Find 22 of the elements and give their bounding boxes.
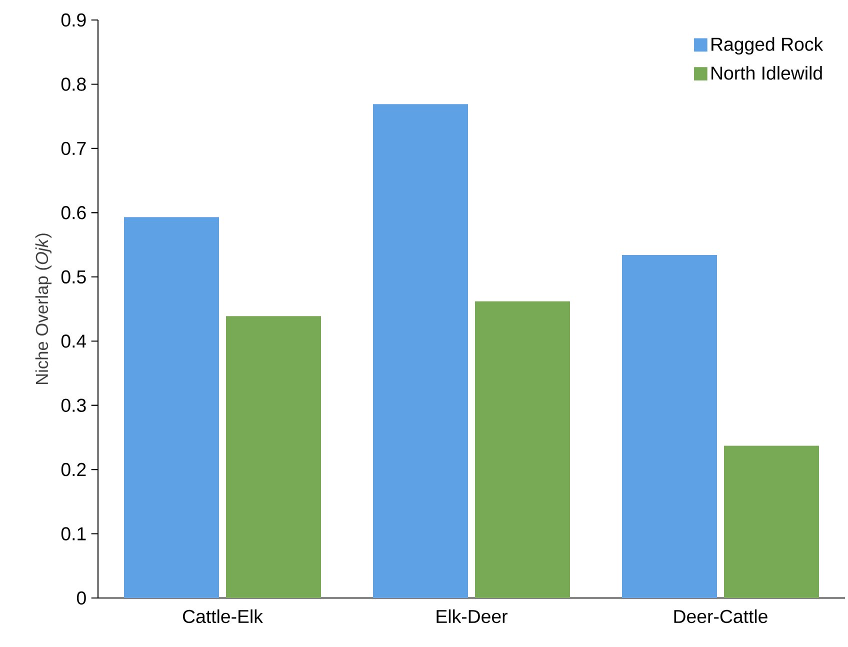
y-tick-label: 0.7 bbox=[61, 142, 86, 156]
x-tick-label: Elk-Deer bbox=[436, 609, 508, 624]
y-tick-label: 0.2 bbox=[61, 462, 86, 476]
y-tick-label: 0.6 bbox=[61, 206, 86, 220]
y-tick-label: 0.5 bbox=[61, 270, 86, 284]
bar bbox=[622, 255, 718, 598]
bar bbox=[724, 446, 820, 598]
y-tick-label: 0.1 bbox=[61, 527, 86, 540]
y-tick-label: 0 bbox=[76, 591, 86, 605]
x-tick-label: Deer-Cattle bbox=[674, 609, 768, 624]
y-axis-title: Niche Overlap (Ojk) bbox=[35, 234, 52, 384]
bar bbox=[124, 217, 220, 598]
y-tick-label: 0.9 bbox=[61, 13, 86, 27]
legend-label: North Idlewild bbox=[712, 66, 822, 80]
legend-label: Ragged Rock bbox=[712, 37, 824, 55]
y-tick-label: 0.4 bbox=[61, 334, 86, 348]
bar bbox=[475, 301, 570, 598]
y-tick-label: 0.3 bbox=[61, 398, 86, 412]
x-tick-label: Cattle-Elk bbox=[182, 609, 263, 624]
y-tick-label: 0.8 bbox=[61, 78, 86, 91]
bar bbox=[226, 316, 322, 598]
bar bbox=[373, 104, 468, 598]
